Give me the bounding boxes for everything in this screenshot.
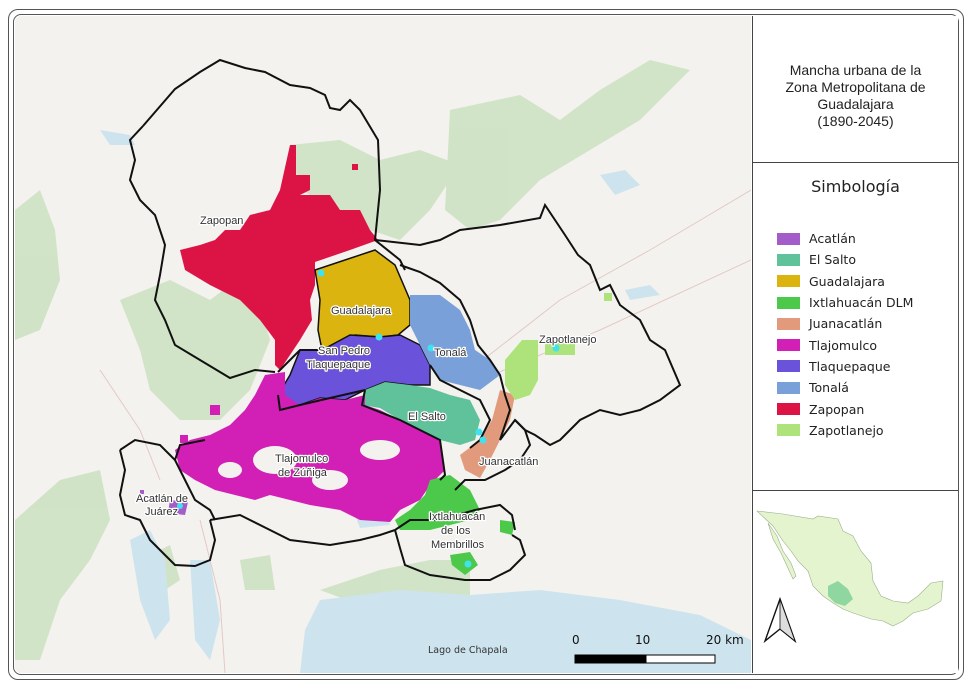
- scale-label-0: 0: [572, 633, 580, 647]
- urban-juanacatlan: [460, 390, 515, 478]
- legend-list: Acatlán El Salto Guadalajara Ixtlahuacán…: [777, 228, 913, 441]
- swatch-icon: [777, 296, 800, 309]
- side-panel: Mancha urbana de la Zona Metropolitana d…: [752, 16, 958, 673]
- label-membrillos: Membrillos: [431, 539, 485, 551]
- main-map[interactable]: Zapopan Guadalajara San Pedro Tlaquepaqu…: [15, 16, 751, 673]
- legend: Simbología Acatlán El Salto Guadalajara …: [753, 163, 958, 491]
- label-lago-chapala: Lago de Chapala: [428, 645, 508, 656]
- swatch-icon: [777, 403, 800, 416]
- swatch-icon: [777, 275, 800, 288]
- legend-item-el-salto[interactable]: El Salto: [777, 249, 913, 270]
- swatch-icon: [777, 253, 800, 266]
- swatch-icon: [777, 381, 800, 394]
- map-title: Mancha urbana de la Zona Metropolitana d…: [785, 62, 926, 129]
- label-el-salto: El Salto: [408, 411, 446, 423]
- label-juanacatlan: Juanacatlán: [479, 456, 538, 468]
- label-tlajomulco: Tlajomulco: [275, 453, 328, 465]
- legend-item-acatlan[interactable]: Acatlán: [777, 228, 913, 249]
- label-acatlan: Acatlán de: [136, 493, 188, 505]
- label-tonala: Tonalá: [434, 347, 467, 359]
- label-san-pedro: San Pedro: [318, 345, 370, 357]
- swatch-icon: [777, 232, 800, 245]
- locator-map: [753, 491, 958, 673]
- label-zapotlanejo: Zapotlanejo: [539, 334, 597, 346]
- north-arrow-icon[interactable]: [763, 596, 797, 644]
- city-center-markers: [177, 269, 560, 568]
- urban-tonala: [410, 295, 500, 390]
- label-tlaquepaque: Tlaquepaque: [306, 359, 370, 371]
- legend-item-tonala[interactable]: Tonalá: [777, 377, 913, 398]
- urban-zapotlanejo: [505, 293, 612, 400]
- label-ixtlahuacan: Ixtlahuacán: [429, 511, 485, 523]
- legend-title: Simbología: [811, 177, 900, 196]
- swatch-icon: [777, 424, 800, 437]
- label-de-zuniga: de Zúñiga: [278, 467, 328, 479]
- legend-item-juanacatlan[interactable]: Juanacatlán: [777, 313, 913, 334]
- legend-item-guadalajara[interactable]: Guadalajara: [777, 271, 913, 292]
- urban-tlajomulco: [175, 372, 445, 522]
- label-de-los: de los: [441, 525, 471, 537]
- label-juarez: Juárez: [145, 506, 178, 518]
- urban-zapopan: [180, 145, 378, 370]
- scale-bar: 0 10 20 km: [572, 633, 744, 664]
- scale-label-20: 20 km: [706, 633, 744, 647]
- legend-item-tlaquepaque[interactable]: Tlaquepaque: [777, 356, 913, 377]
- inner-frame: [13, 14, 959, 675]
- scale-label-10: 10: [635, 633, 650, 647]
- legend-item-ixtlahuacan[interactable]: Ixtlahuacán DLM: [777, 292, 913, 313]
- legend-item-tlajomulco[interactable]: Tlajomulco: [777, 334, 913, 355]
- swatch-icon: [777, 360, 800, 373]
- legend-item-zapopan[interactable]: Zapopan: [777, 398, 913, 419]
- urban-tlajomulco-gaps: [218, 440, 400, 490]
- urban-elsalto: [362, 382, 480, 445]
- swatch-icon: [777, 339, 800, 352]
- label-guadalajara: Guadalajara: [331, 305, 392, 317]
- legend-item-zapotlanejo[interactable]: Zapotlanejo: [777, 420, 913, 441]
- title-box: Mancha urbana de la Zona Metropolitana d…: [753, 16, 958, 163]
- jalisco-highlight: [828, 581, 853, 606]
- urban-ixtlahuacan: [395, 475, 515, 575]
- place-labels: Zapopan Guadalajara San Pedro Tlaquepaqu…: [135, 214, 598, 656]
- municipal-boundaries: [118, 58, 682, 581]
- swatch-icon: [777, 317, 800, 330]
- label-zapopan: Zapopan: [200, 215, 243, 227]
- outer-frame: [8, 9, 964, 680]
- mexico-outline: [756, 510, 944, 627]
